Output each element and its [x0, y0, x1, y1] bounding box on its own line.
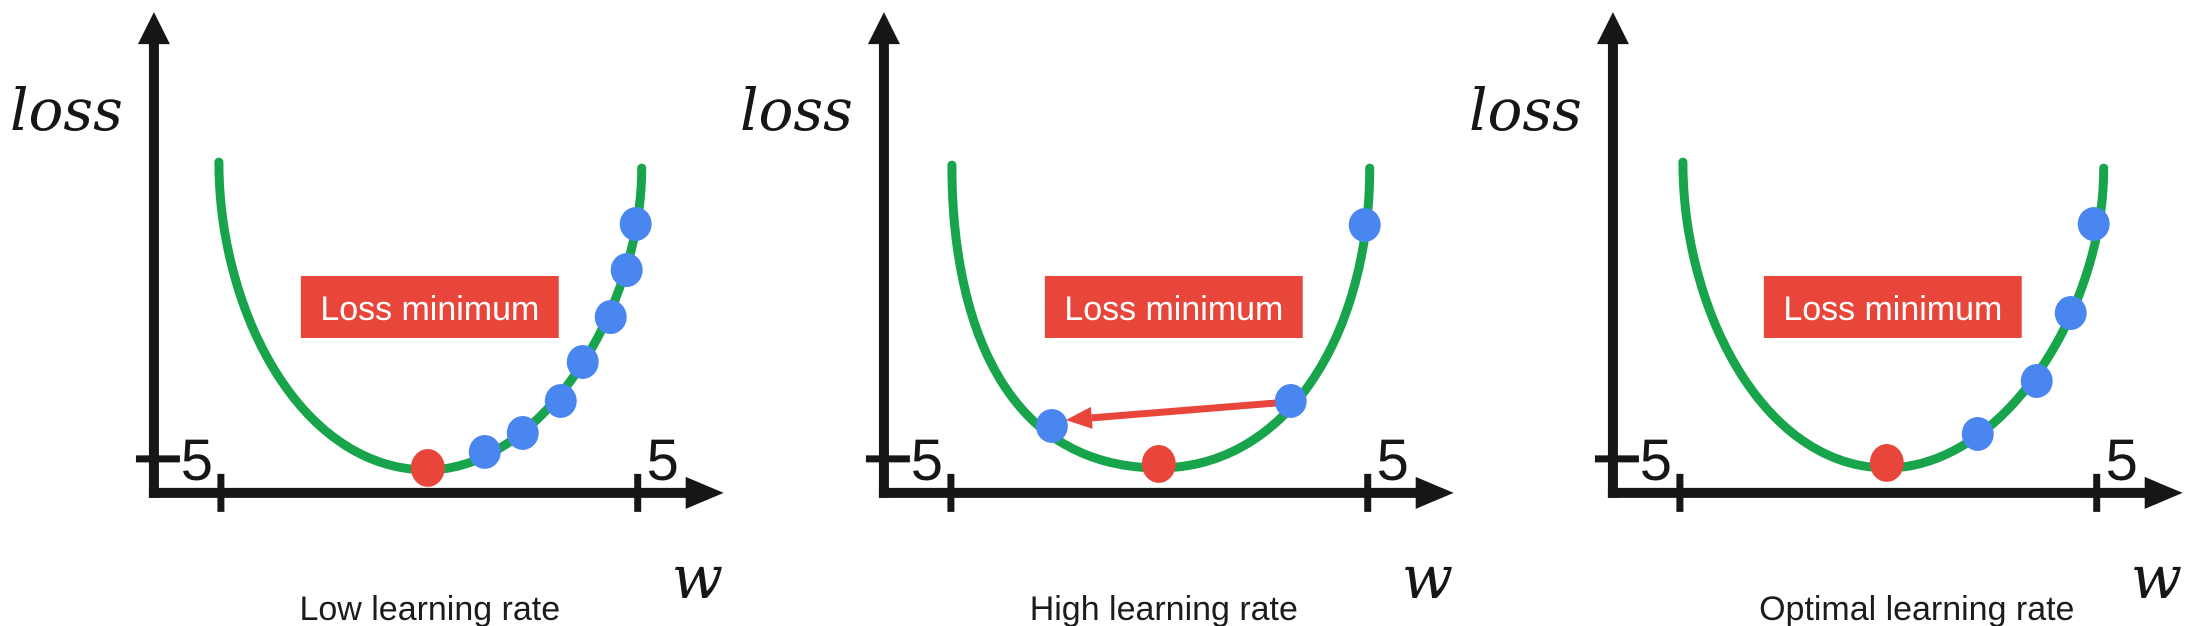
gradient-step-dot	[2055, 296, 2088, 330]
gradient-step-dot	[468, 434, 501, 469]
y-axis-label: loss	[740, 76, 853, 144]
x-tick-label-right: 5	[647, 429, 679, 493]
loss-minimum-badge	[1764, 276, 2023, 338]
loss-plot-high: loss w 5 5 Loss minimum High learning ra…	[740, 12, 1454, 626]
plot-shapes	[1595, 12, 2184, 512]
loss-plot-low: loss w 5 5 Loss minimum Low learning rat…	[10, 12, 724, 626]
panel-low-learning-rate: loss w 5 5 Loss minimum Low learning rat…	[0, 0, 730, 626]
y-axis-label: loss	[10, 76, 123, 144]
panel-caption: High learning rate	[1029, 590, 1297, 626]
x-tick-label-left: 5	[1640, 429, 1672, 493]
x-axis-arrowhead	[1415, 476, 1454, 509]
plot-shapes	[135, 12, 724, 512]
gradient-step-dot	[594, 300, 627, 334]
loss-plot-optimal: loss w 5 5 Loss minimum Optimal learning…	[1469, 12, 2184, 626]
gradient-step-dot	[2021, 363, 2054, 398]
panel-caption: Optimal learning rate	[1759, 590, 2074, 626]
panel-optimal-learning-rate: loss w 5 5 Loss minimum Optimal learning…	[1459, 0, 2189, 626]
x-tick-label-right: 5	[1376, 429, 1408, 493]
y-axis-arrowhead	[867, 12, 900, 45]
gradient-step-dot	[610, 253, 643, 288]
overshoot-arrow-head	[1065, 406, 1093, 429]
loss-minimum-badge-label: Loss minimum	[320, 290, 539, 328]
gradient-step-dot	[1962, 416, 1995, 451]
gradient-step-dot	[1348, 208, 1381, 243]
gradient-step-dot	[544, 383, 577, 418]
y-axis-arrowhead	[137, 12, 170, 45]
x-axis-label: w	[672, 543, 723, 613]
x-tick-label-right: 5	[2106, 429, 2138, 493]
gradient-step-dot	[2078, 207, 2111, 242]
gradient-step-dot	[1274, 383, 1307, 418]
x-axis-label: w	[1401, 543, 1452, 613]
plot-shapes	[865, 12, 1454, 512]
loss-minimum-badge	[300, 276, 559, 338]
x-axis-arrowhead	[685, 476, 724, 509]
x-axis-arrowhead	[2145, 476, 2184, 509]
x-axis-label: w	[2131, 543, 2182, 613]
minimum-dot	[410, 448, 445, 487]
y-axis-label: loss	[1469, 76, 1582, 144]
loss-minimum-badge-label: Loss minimum	[1064, 290, 1283, 328]
gradient-step-dot	[1035, 408, 1068, 443]
gradient-step-dot	[506, 415, 539, 450]
panel-caption: Low learning rate	[300, 590, 561, 626]
panel-high-learning-rate: loss w 5 5 Loss minimum High learning ra…	[730, 0, 1460, 626]
loss-minimum-badge	[1044, 276, 1303, 338]
minimum-dot	[1141, 444, 1176, 483]
x-tick-label-left: 5	[910, 429, 942, 493]
overshoot-arrow-shaft	[1091, 399, 1277, 422]
y-axis-arrowhead	[1597, 12, 1630, 45]
x-tick-label-left: 5	[181, 429, 213, 493]
gradient-step-dot	[619, 207, 652, 242]
gradient-step-dot	[566, 344, 599, 379]
loss-minimum-badge-label: Loss minimum	[1784, 290, 2003, 328]
minimum-dot	[1870, 443, 1905, 482]
